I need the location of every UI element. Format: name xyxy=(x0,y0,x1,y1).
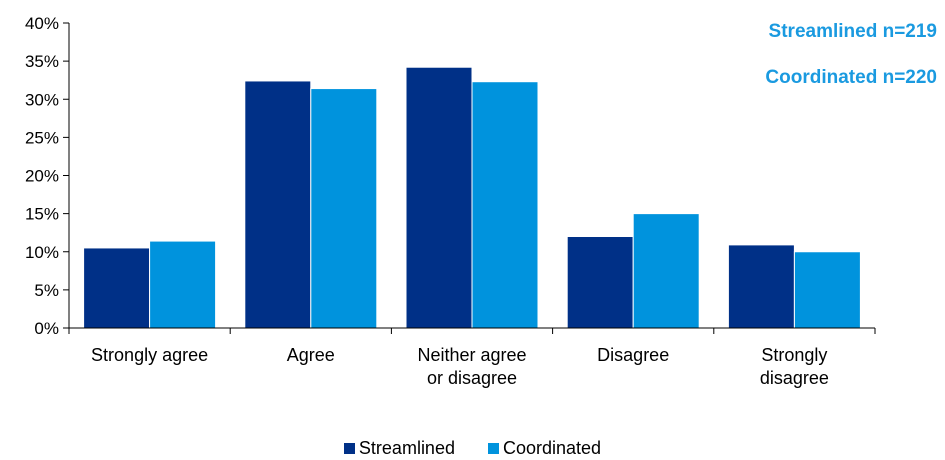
y-tick-label: 30% xyxy=(25,90,59,109)
bar-streamlined-0 xyxy=(83,247,151,329)
bar-streamlined-3 xyxy=(566,236,634,329)
bars-group xyxy=(83,66,861,329)
bar-coordinated-2 xyxy=(471,81,539,329)
y-tick-label: 25% xyxy=(25,128,59,147)
legend-item-streamlined: Streamlined xyxy=(343,438,455,459)
x-category-label: Neither agree or disagree xyxy=(417,345,526,388)
annotation-coordinated-n: Coordinated n=220 xyxy=(765,67,937,88)
legend-swatch-coordinated xyxy=(487,443,499,454)
x-axis-labels: Strongly agree Agree Neither agree or disag… xyxy=(91,345,829,388)
x-category-label: Strongly agree xyxy=(91,345,208,365)
legend-swatch-streamlined xyxy=(343,443,355,454)
x-category-label: Strongly disagree xyxy=(760,345,829,388)
y-tick-label: 5% xyxy=(34,281,59,300)
y-tick-label: 15% xyxy=(25,205,59,224)
bar-streamlined-1 xyxy=(244,80,312,329)
y-tick-label: 35% xyxy=(25,52,59,71)
y-tick-label: 20% xyxy=(25,167,59,186)
x-category-label: Disagree xyxy=(597,345,669,365)
y-tick-label: 0% xyxy=(34,319,59,338)
bar-coordinated-4 xyxy=(793,251,861,329)
legend-label-streamlined: Streamlined xyxy=(358,438,455,458)
x-category-label: Agree xyxy=(287,345,335,365)
legend-label-coordinated: Coordinated xyxy=(502,438,602,458)
legend-item-coordinated: Coordinated xyxy=(487,438,602,459)
annotation-streamlined-n: Streamlined n=219 xyxy=(768,21,937,42)
y-axis-ticks: 0% 5% 10% 15% 20% 25% 30% 35% 40% xyxy=(25,14,69,338)
legend: Streamlined Coordinated xyxy=(0,438,945,459)
y-tick-label: 40% xyxy=(25,14,59,33)
bar-coordinated-1 xyxy=(310,88,378,329)
bar-streamlined-4 xyxy=(727,244,795,329)
bar-coordinated-0 xyxy=(149,240,217,329)
y-tick-label: 10% xyxy=(25,243,59,262)
bar-streamlined-2 xyxy=(405,66,473,329)
bar-coordinated-3 xyxy=(632,213,700,329)
